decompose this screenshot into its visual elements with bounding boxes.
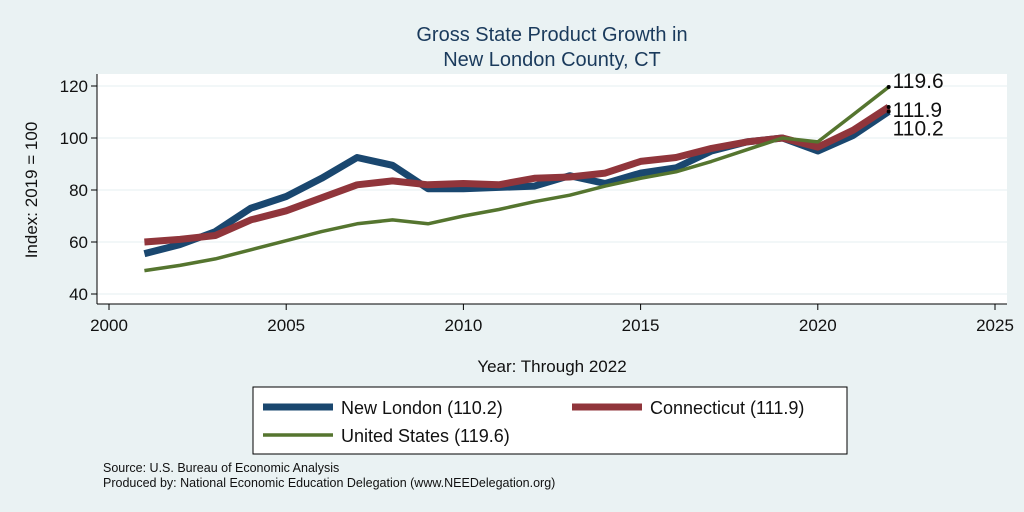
y-tick-label: 80 [69, 181, 88, 200]
x-tick-label: 2010 [444, 316, 482, 335]
x-tick-label: 2000 [90, 316, 128, 335]
chart-title-line-2: New London County, CT [443, 49, 661, 71]
x-tick-label: 2015 [622, 316, 660, 335]
gridlines [97, 85, 1007, 295]
y-tick-label: 60 [69, 233, 88, 252]
x-axis-label: Year: Through 2022 [477, 357, 626, 376]
legend-label-united-states: United States (119.6) [341, 426, 510, 446]
series-line-connecticut [144, 104, 891, 246]
y-tick-label: 100 [60, 129, 88, 148]
end-point-united-states [886, 85, 891, 90]
y-tick-label: 120 [60, 77, 88, 96]
y-axis-label: Index: 2019 = 100 [22, 122, 41, 259]
legend: New London (110.2) Connecticut (111.9) U… [252, 386, 848, 455]
series-lines [143, 85, 891, 273]
chart-title-line-1: Gross State Product Growth in [416, 24, 687, 46]
plot-area [97, 74, 1007, 304]
produced-by-note: Produced by: National Economic Education… [103, 476, 555, 490]
y-tick-label: 40 [69, 285, 88, 304]
legend-box [252, 386, 848, 455]
x-axis-ticks: 2000 2005 2010 2015 2020 2025 [90, 304, 1014, 335]
source-note: Source: U.S. Bureau of Economic Analysis [103, 461, 339, 475]
y-axis-ticks: 40 60 80 100 120 [60, 77, 97, 304]
end-point-connecticut [886, 105, 891, 110]
end-label-united-states: 119.6 [893, 70, 944, 93]
legend-label-new-london: New London (110.2) [341, 398, 503, 418]
x-tick-label: 2020 [799, 316, 837, 335]
x-tick-label: 2025 [976, 316, 1014, 335]
legend-label-connecticut: Connecticut (111.9) [650, 398, 804, 418]
x-tick-label: 2005 [267, 316, 305, 335]
series-line-united-states [144, 85, 890, 273]
end-point-new-london [886, 109, 891, 114]
end-label-new-london: 110.2 [893, 117, 944, 140]
end-label-connecticut: 111.9 [893, 99, 942, 122]
axes [96, 74, 1007, 305]
